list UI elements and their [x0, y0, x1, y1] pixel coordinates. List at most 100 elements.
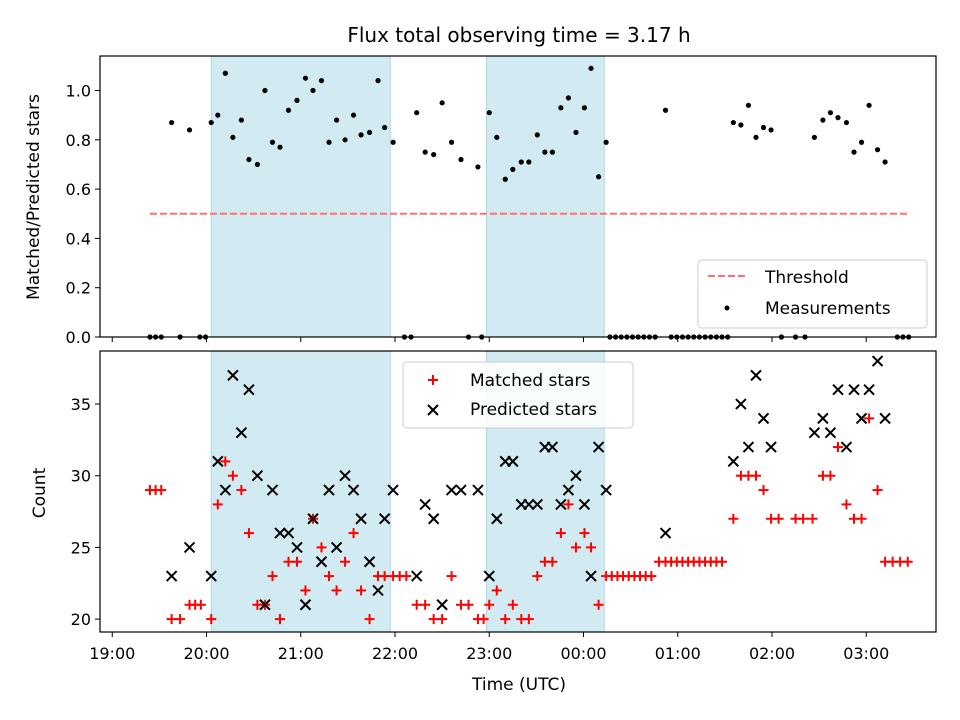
measurement-point — [588, 65, 594, 71]
predicted-star-point — [183, 541, 196, 554]
measurement-point — [246, 156, 252, 163]
measurement-point — [277, 144, 283, 150]
matched-star-point — [236, 485, 247, 496]
matched-star-point — [331, 585, 342, 596]
predicted-star-point — [727, 455, 740, 468]
predicted-star-point — [445, 484, 458, 496]
matched-star-point — [401, 571, 412, 582]
predicted-star-point — [546, 441, 559, 453]
measurement-point — [431, 151, 437, 158]
matched-star-point — [300, 585, 311, 596]
matched-star-point — [798, 513, 809, 524]
predicted-star-point — [347, 484, 360, 496]
top-axes-frame — [99, 55, 937, 338]
matched-star-point — [420, 599, 431, 610]
matched-star-point — [579, 528, 590, 539]
measurement-point — [375, 78, 381, 84]
predicted-star-point — [659, 527, 672, 539]
measurement-point — [458, 156, 464, 163]
predicted-star-point — [330, 541, 343, 554]
predicted-star-point — [387, 484, 399, 496]
matched-star-point — [379, 571, 390, 582]
matched-star-point — [156, 485, 167, 496]
measurement-point — [254, 161, 260, 168]
shaded-region-1 — [485, 55, 605, 338]
measurement-point — [422, 149, 428, 155]
measurement-point — [215, 112, 221, 118]
predicted-star-point — [570, 470, 582, 482]
top-y-ticks: 0.0 0.2 0.4 0.6 0.8 1.0 — [66, 82, 100, 347]
measurement-point — [494, 134, 500, 140]
predicted-star-point — [339, 470, 351, 482]
bottom-y-ticks: 20 25 30 35 — [71, 395, 100, 629]
y-tick-label: 25 — [71, 538, 91, 557]
measurement-point — [169, 119, 175, 126]
legend-predicted-label: Predicted stars — [470, 400, 597, 420]
bottom-panel: 20 25 30 35 19:00 20:00 21:00 22:00 23:00 00:00 0… — [30, 350, 937, 695]
predicted-star-point — [243, 384, 255, 396]
predicted-star-point — [235, 427, 248, 439]
predicted-star-point — [363, 556, 376, 568]
legend-measurements-label: Measurements — [765, 299, 891, 319]
measurement-point — [358, 132, 364, 138]
measurement-point — [502, 176, 508, 182]
matched-star-point — [267, 571, 278, 582]
measurement-point — [318, 78, 325, 84]
matched-star-point — [523, 614, 534, 625]
top-y-axis-label: Matched/Predicted stars — [24, 94, 44, 300]
matched-star-point — [243, 528, 254, 539]
measurement-point — [882, 159, 888, 165]
predicted-star-point — [455, 484, 467, 496]
measurement-point — [565, 95, 572, 101]
matched-star-point — [728, 513, 739, 524]
measurement-point — [510, 166, 516, 172]
predicted-star-point — [840, 441, 853, 453]
matched-star-point — [340, 556, 351, 567]
top-shaded-regions — [210, 55, 605, 338]
predicted-star-point — [274, 527, 286, 539]
measurement-point — [302, 75, 309, 81]
y-tick-label: 30 — [71, 467, 91, 486]
predicted-star-point — [219, 484, 232, 496]
matched-star-point — [532, 571, 543, 582]
predicted-star-point — [205, 570, 217, 582]
matched-star-point — [841, 499, 852, 510]
matched-stars-points — [144, 413, 913, 625]
measurement-point — [866, 102, 872, 108]
predicted-star-point — [315, 556, 328, 568]
matched-star-point — [773, 513, 784, 524]
measurement-point — [285, 107, 292, 113]
measurement-point — [827, 110, 834, 116]
matched-star-point — [324, 571, 335, 582]
measurement-point — [518, 159, 524, 165]
bottom-y-axis-label: Count — [30, 467, 50, 518]
matched-star-point — [463, 599, 474, 610]
predicted-star-point — [378, 513, 391, 525]
measurement-point — [753, 134, 759, 140]
legend-measurements-swatch — [724, 305, 730, 311]
predicted-star-point — [436, 599, 448, 611]
measurement-point — [526, 159, 532, 165]
measurement-point — [760, 124, 767, 131]
measurement-point — [366, 129, 373, 136]
measurement-point — [439, 100, 445, 106]
measurement-point — [662, 107, 669, 113]
predicted-star-point — [227, 369, 239, 382]
y-tick-label: 0.6 — [66, 180, 91, 199]
matched-star-point — [348, 528, 359, 539]
predicted-star-point — [555, 498, 567, 511]
matched-star-point — [750, 470, 761, 481]
measurement-point — [262, 87, 268, 94]
legend-matched-label: Matched stars — [470, 371, 590, 391]
matched-star-point — [195, 599, 206, 610]
matched-star-point — [832, 442, 843, 453]
predicted-star-point — [165, 570, 178, 582]
y-tick-label: 0.2 — [66, 279, 91, 298]
matched-star-point — [646, 571, 657, 582]
measurement-point — [186, 127, 193, 133]
measurement-point — [350, 112, 357, 118]
predicted-star-point — [212, 455, 224, 468]
predicted-star-point — [757, 412, 770, 425]
top-x-ticks — [111, 337, 867, 342]
